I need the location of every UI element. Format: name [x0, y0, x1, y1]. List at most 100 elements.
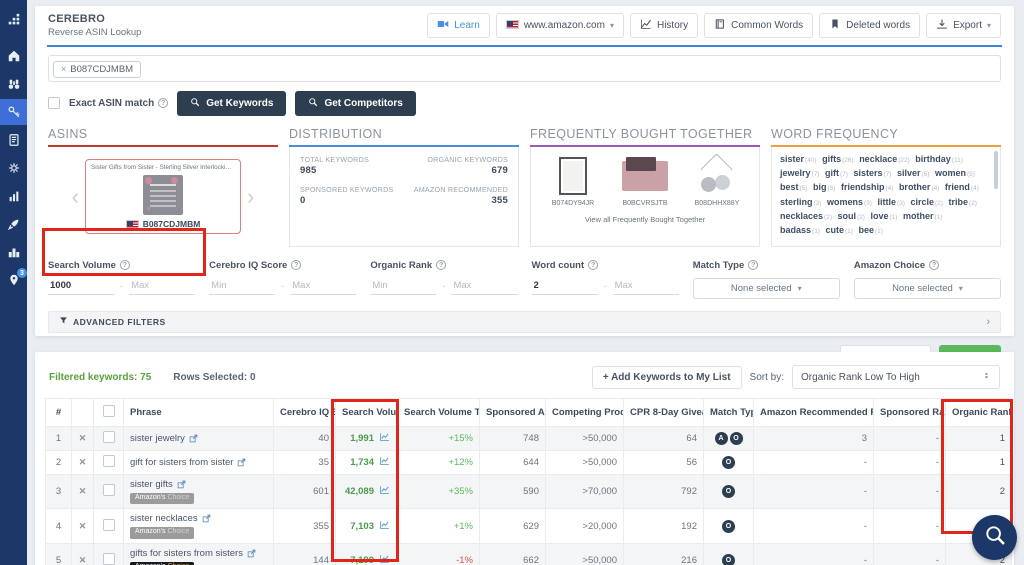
external-link-icon[interactable] — [202, 514, 211, 523]
asin-search-input[interactable]: × B087CDJMBM — [48, 55, 1001, 82]
delete-row-icon[interactable]: ✕ — [78, 457, 87, 467]
match-type-select[interactable]: None selected ▾ — [692, 277, 840, 299]
asin-product-image — [143, 175, 183, 215]
external-link-icon[interactable] — [189, 434, 198, 443]
chevron-left-icon[interactable]: ‹ — [71, 183, 79, 209]
sidebar-item-9[interactable]: 3 — [0, 267, 27, 293]
help-icon[interactable]: ? — [158, 98, 169, 108]
keyword-phrase[interactable]: gifts for sisters from sisters — [130, 547, 243, 559]
organic-rank-min-input[interactable] — [370, 277, 437, 295]
help-icon[interactable]: ? — [436, 260, 447, 270]
distribution-panel-title: DISTRIBUTION — [289, 127, 519, 147]
remove-tag-icon[interactable]: × — [61, 64, 67, 74]
keyword-phrase[interactable]: sister gifts — [130, 479, 173, 490]
trend-chart-icon[interactable] — [378, 554, 391, 565]
cerebro-iq-score-min-input[interactable] — [209, 277, 276, 295]
search-volume-min-input[interactable] — [48, 277, 115, 295]
delete-row-icon[interactable]: ✕ — [78, 433, 87, 443]
cerebro-iq-score-max-input[interactable] — [290, 277, 357, 295]
frequency-word: mother — [902, 211, 934, 222]
delete-row-icon[interactable]: ✕ — [78, 520, 87, 531]
sidebar-item-6[interactable] — [0, 183, 27, 209]
trend-chart-icon[interactable] — [378, 432, 391, 445]
scrollbar[interactable] — [994, 150, 998, 189]
cell-organic_rank: 2 — [945, 473, 1012, 510]
help-icon[interactable]: ? — [119, 260, 130, 270]
sidebar-item-2[interactable] — [0, 71, 27, 97]
frequency-count: (11) — [951, 156, 963, 164]
advanced-filters-label: ADVANCED FILTERS — [73, 316, 166, 327]
get-keywords-button[interactable]: Get Keywords — [177, 90, 287, 116]
help-icon[interactable]: ? — [588, 260, 599, 270]
row-checkbox[interactable] — [102, 518, 115, 531]
sidebar-item-3[interactable] — [0, 99, 27, 125]
fbt-product[interactable]: B074DY94JR — [543, 155, 603, 207]
fbt-view-all-link[interactable]: View all Frequently Bought Together — [584, 214, 706, 224]
keyword-phrase[interactable]: sister necklaces — [130, 513, 198, 525]
trend-value: +12% — [448, 457, 473, 468]
frequency-count: (2) — [857, 214, 865, 222]
header-action-export[interactable]: Export ▾ — [926, 13, 1001, 38]
cell-volume: 42,089 — [335, 473, 398, 510]
select-all-checkbox[interactable] — [102, 405, 115, 417]
fbt-product[interactable]: B08DHHX88Y — [687, 155, 747, 207]
search-volume-max-input[interactable] — [129, 277, 196, 295]
frame-image — [559, 156, 587, 195]
organic-rank-max-input[interactable] — [451, 277, 518, 295]
row-checkbox[interactable] — [102, 431, 115, 443]
fbt-product[interactable]: B0BCVRSJTB — [615, 155, 675, 207]
exact-asin-match-checkbox[interactable] — [48, 97, 60, 109]
help-icon[interactable]: ? — [291, 260, 302, 270]
header-action-history[interactable]: History — [629, 13, 699, 38]
column-header-match-type: Match Type — [703, 398, 754, 427]
sidebar-item-1[interactable] — [0, 43, 27, 69]
header-action-common-words[interactable]: Common Words — [704, 13, 814, 38]
frequency-word: necklace — [859, 153, 898, 164]
external-link-icon[interactable] — [237, 458, 246, 467]
sidebar-item-8[interactable] — [0, 239, 27, 265]
row-checkbox[interactable] — [102, 455, 115, 467]
cell-volume: 7,199 — [335, 542, 398, 565]
amazon-choice-select[interactable]: None selected ▾ — [853, 277, 1002, 299]
help-icon[interactable]: ? — [929, 260, 940, 270]
trend-chart-icon[interactable] — [378, 485, 391, 498]
sidebar-item-7[interactable] — [0, 211, 27, 237]
key-icon — [7, 106, 20, 118]
word-count-min-input[interactable] — [531, 277, 598, 295]
keyword-phrase[interactable]: sister jewelry — [130, 433, 185, 444]
delete-row-icon[interactable]: ✕ — [78, 554, 87, 565]
zoom-search-fab[interactable] — [972, 515, 1017, 560]
volume-number: 1,991 — [350, 433, 374, 444]
advanced-filters-toggle[interactable]: ADVANCED FILTERS › — [48, 310, 1001, 333]
sort-select[interactable]: Organic Rank Low To High — [792, 365, 1000, 389]
asin-product-card[interactable]: Sister Gifts from Sister - Sterling Silv… — [85, 159, 241, 234]
external-link-icon[interactable] — [177, 480, 186, 489]
word-frequency-panel: WORD FREQUENCY sister(40) gifts(26) neck… — [771, 127, 1001, 247]
keyword-phrase[interactable]: gift for sisters from sister — [130, 457, 234, 468]
rocket-icon — [7, 219, 18, 231]
cell-del: ✕ — [71, 473, 94, 510]
column-header-sponsored-rank: Sponsored Rank — [873, 398, 946, 427]
sidebar-item-5[interactable] — [0, 155, 27, 181]
cell-del: ✕ — [71, 450, 94, 475]
chevron-right-icon[interactable]: › — [247, 183, 255, 209]
get-competitors-button[interactable]: Get Competitors — [295, 90, 416, 116]
us-flag-icon — [505, 19, 519, 32]
header-action-www-amazon-com[interactable]: www.amazon.com ▾ — [495, 13, 624, 38]
word-count-max-input[interactable] — [612, 277, 679, 295]
sidebar-item-4[interactable] — [0, 127, 27, 153]
table-row: 3 ✕ sister gifts Amazon's Choice 601 42,089 +3… — [45, 473, 1012, 510]
frequency-count: (7) — [883, 170, 892, 178]
help-icon[interactable]: ? — [748, 260, 759, 270]
header-action-deleted-words[interactable]: Deleted words — [819, 13, 921, 38]
delete-row-icon[interactable]: ✕ — [78, 486, 87, 497]
sidebar-item-0[interactable] — [0, 7, 27, 33]
row-checkbox[interactable] — [102, 552, 115, 565]
add-keywords-button[interactable]: + Add Keywords to My List — [591, 365, 742, 389]
trend-chart-icon[interactable] — [378, 520, 391, 533]
trend-chart-icon[interactable] — [378, 456, 391, 469]
badge-suffix: Choice — [167, 563, 189, 565]
header-action-learn[interactable]: Learn — [427, 13, 490, 38]
row-checkbox[interactable] — [102, 484, 115, 497]
external-link-icon[interactable] — [247, 549, 256, 558]
